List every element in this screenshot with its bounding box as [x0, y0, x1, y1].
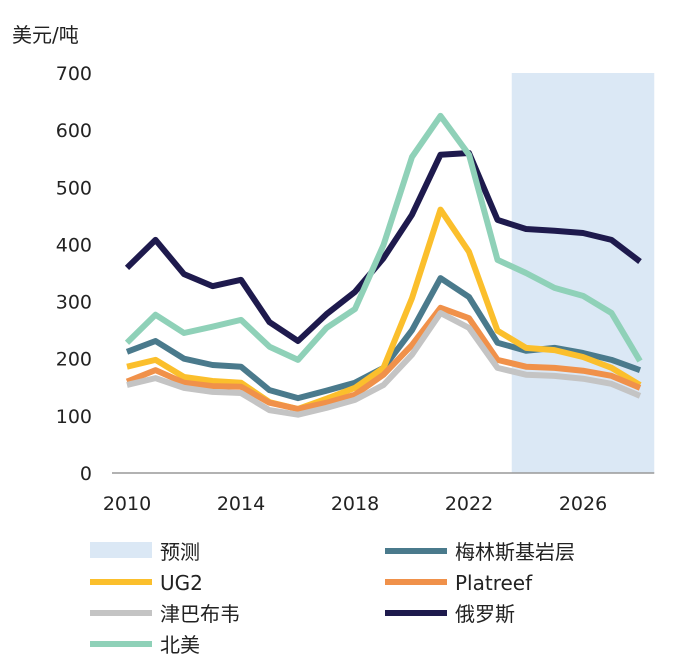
- legend-label: 津巴布韦: [160, 602, 240, 626]
- forecast-region: [511, 73, 655, 473]
- legend-swatch-forecast: [90, 542, 152, 558]
- legend-label: Platreef: [455, 571, 533, 595]
- legend-label: 俄罗斯: [455, 602, 515, 626]
- x-tick-label: 2022: [445, 493, 493, 515]
- legend-label: UG2: [160, 571, 203, 595]
- legend-label: 梅林斯基岩层: [455, 540, 575, 564]
- legend-label: 北美: [160, 633, 200, 657]
- x-tick-label: 2026: [559, 493, 607, 515]
- y-tick-label: 200: [56, 349, 92, 371]
- series-line-俄罗斯: [124, 150, 642, 344]
- series-line-Platreef: [125, 304, 642, 412]
- y-tick-label: 300: [56, 292, 92, 314]
- series-line-北美: [124, 112, 643, 363]
- y-axis-label: 美元/吨: [12, 23, 79, 47]
- legend-label: 预测: [160, 540, 200, 564]
- series-line-UG2: [126, 206, 642, 412]
- series-line-津巴布韦: [126, 310, 642, 418]
- y-tick-label: 400: [56, 234, 92, 256]
- y-tick-label: 500: [56, 177, 92, 199]
- x-tick-label: 2010: [103, 493, 151, 515]
- y-tick-label: 700: [56, 63, 92, 85]
- x-tick-label: 2018: [331, 493, 379, 515]
- y-tick-label: 600: [56, 120, 92, 142]
- x-tick-label: 2014: [217, 493, 265, 515]
- y-tick-label: 0: [80, 463, 92, 485]
- y-tick-label: 100: [56, 406, 92, 428]
